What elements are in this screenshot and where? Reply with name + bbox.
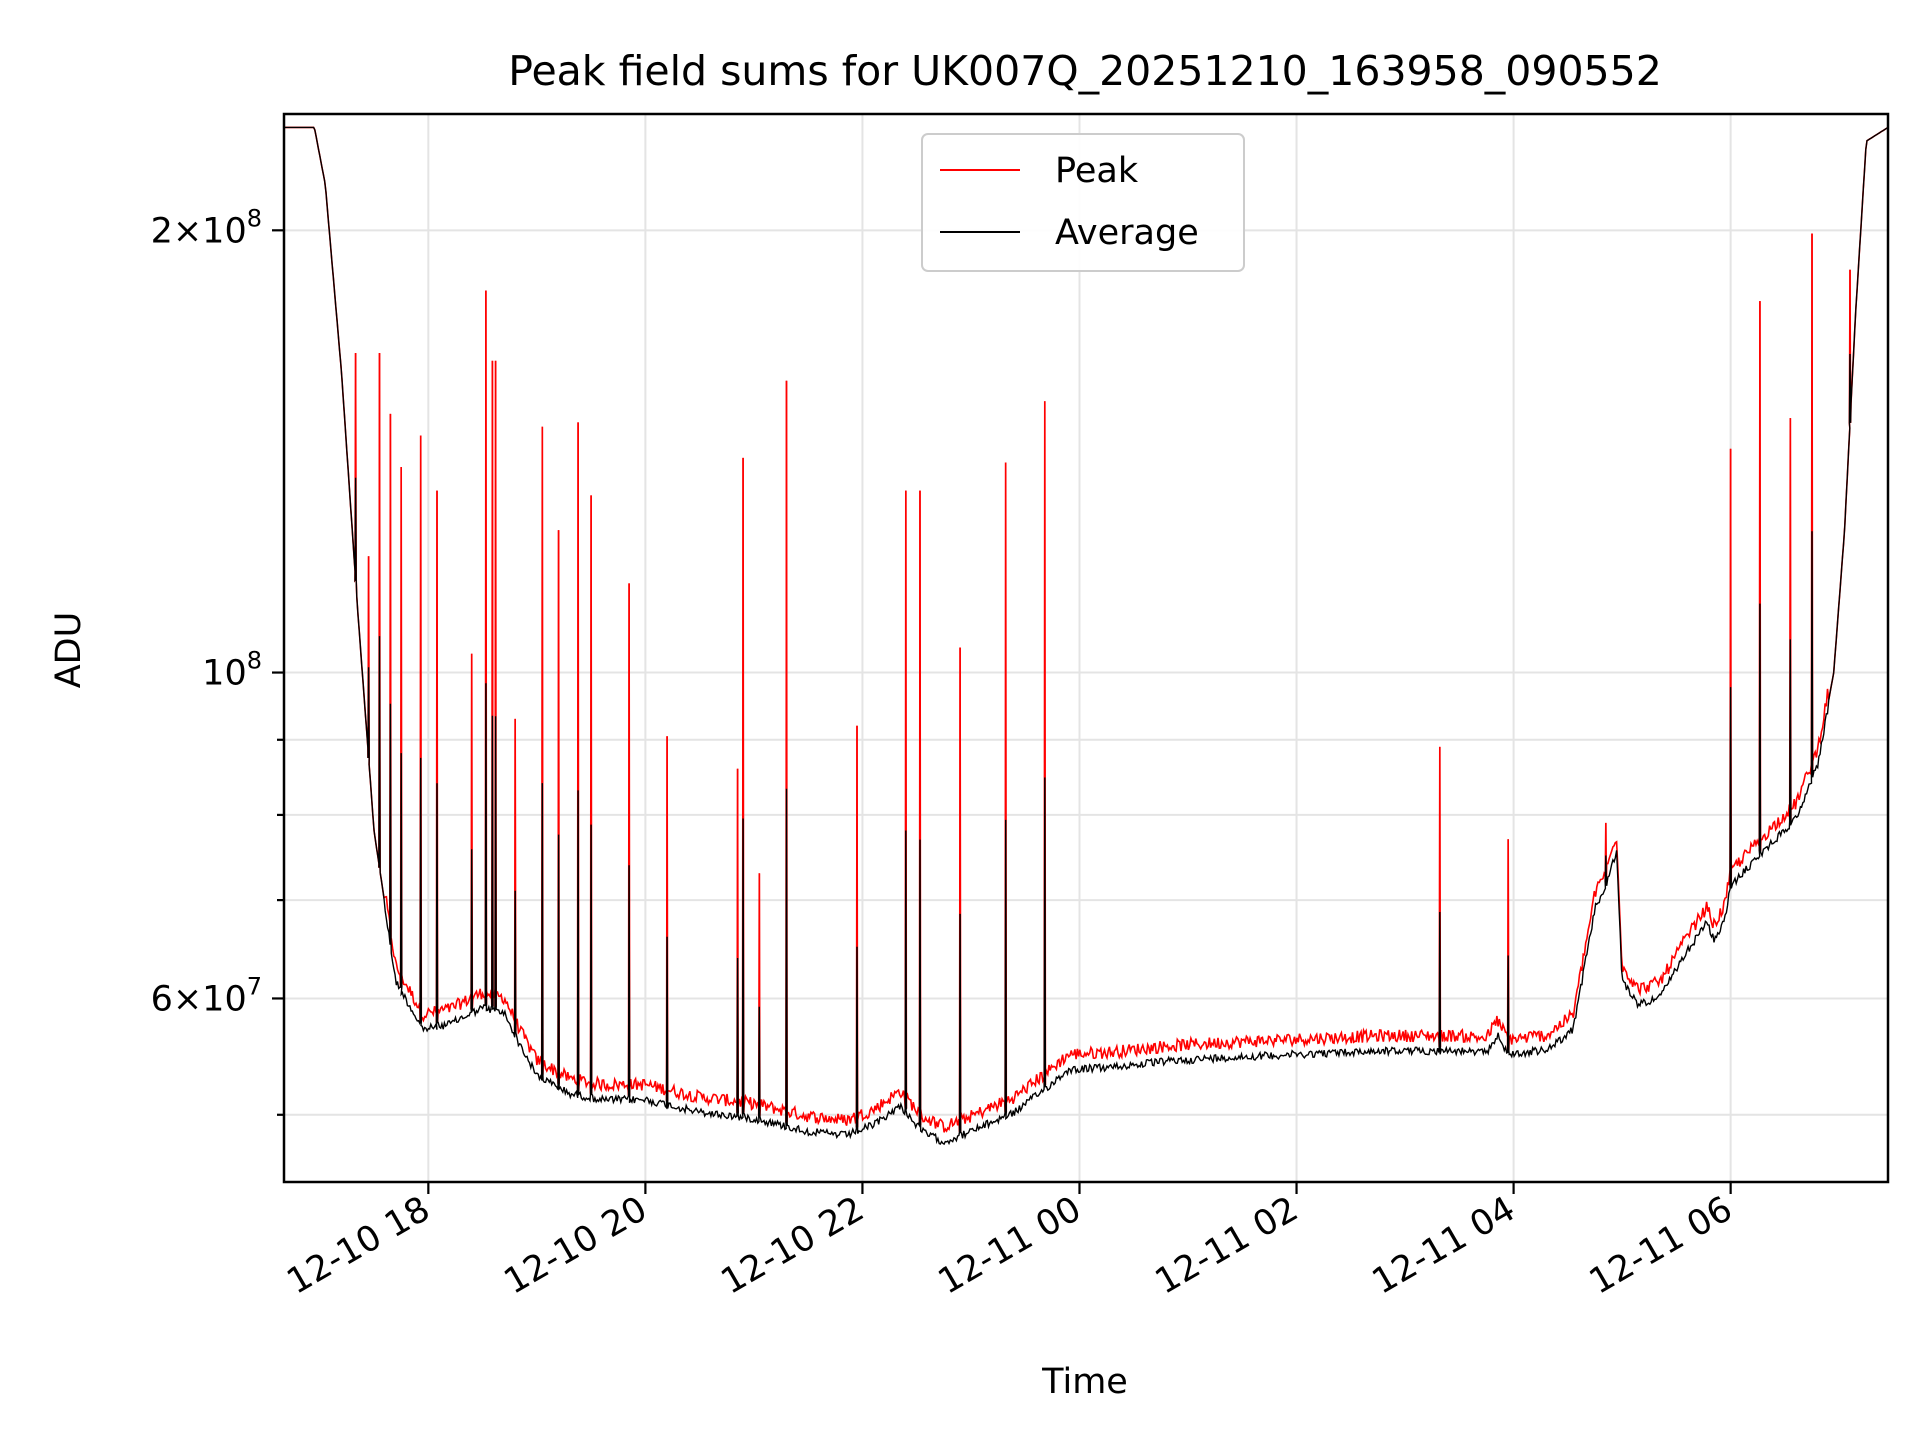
legend-label-average: Average [1055, 213, 1199, 253]
peak-line [284, 126, 1889, 1133]
average-line [284, 126, 1889, 1146]
x-axis-label: Time [1041, 1362, 1128, 1402]
legend: Peak Average [921, 133, 1245, 272]
average-series [284, 126, 1889, 1146]
plot-frame [282, 112, 1890, 1184]
y-tick-label: 6×107 [151, 972, 262, 1019]
y-axis-label: ADU [49, 612, 89, 689]
y-tick-label: 108 [202, 647, 262, 694]
chart-title: Peak field sums for UK007Q_20251210_1639… [508, 47, 1662, 95]
y-tick-label: 2×108 [151, 204, 262, 251]
peak-series [284, 126, 1889, 1133]
legend-box [921, 133, 1245, 272]
legend-label-peak: Peak [1055, 151, 1139, 191]
